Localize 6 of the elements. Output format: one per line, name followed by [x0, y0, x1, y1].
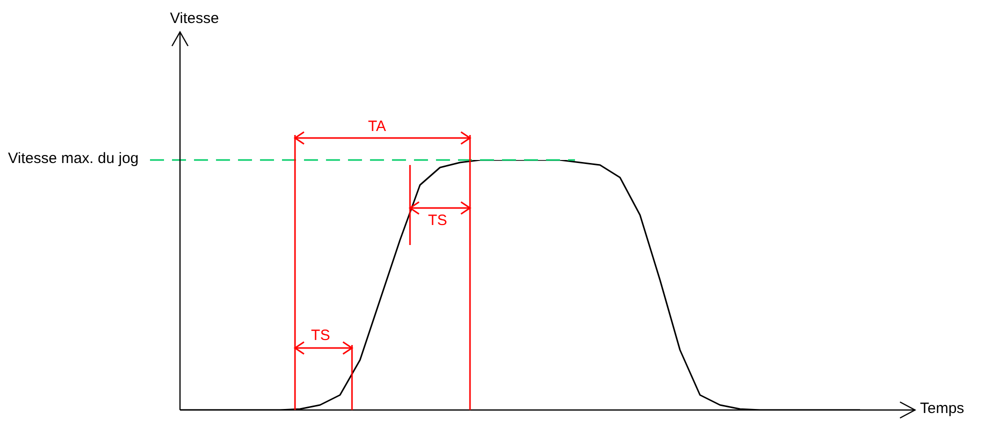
ref-line-label: Vitesse max. du jog — [8, 150, 140, 167]
text: Vitesse — [170, 10, 219, 27]
text: TA — [368, 118, 386, 135]
annotation: TS — [311, 327, 330, 344]
annotation: TS — [428, 212, 448, 229]
x-axis-title: Temps — [920, 400, 964, 417]
